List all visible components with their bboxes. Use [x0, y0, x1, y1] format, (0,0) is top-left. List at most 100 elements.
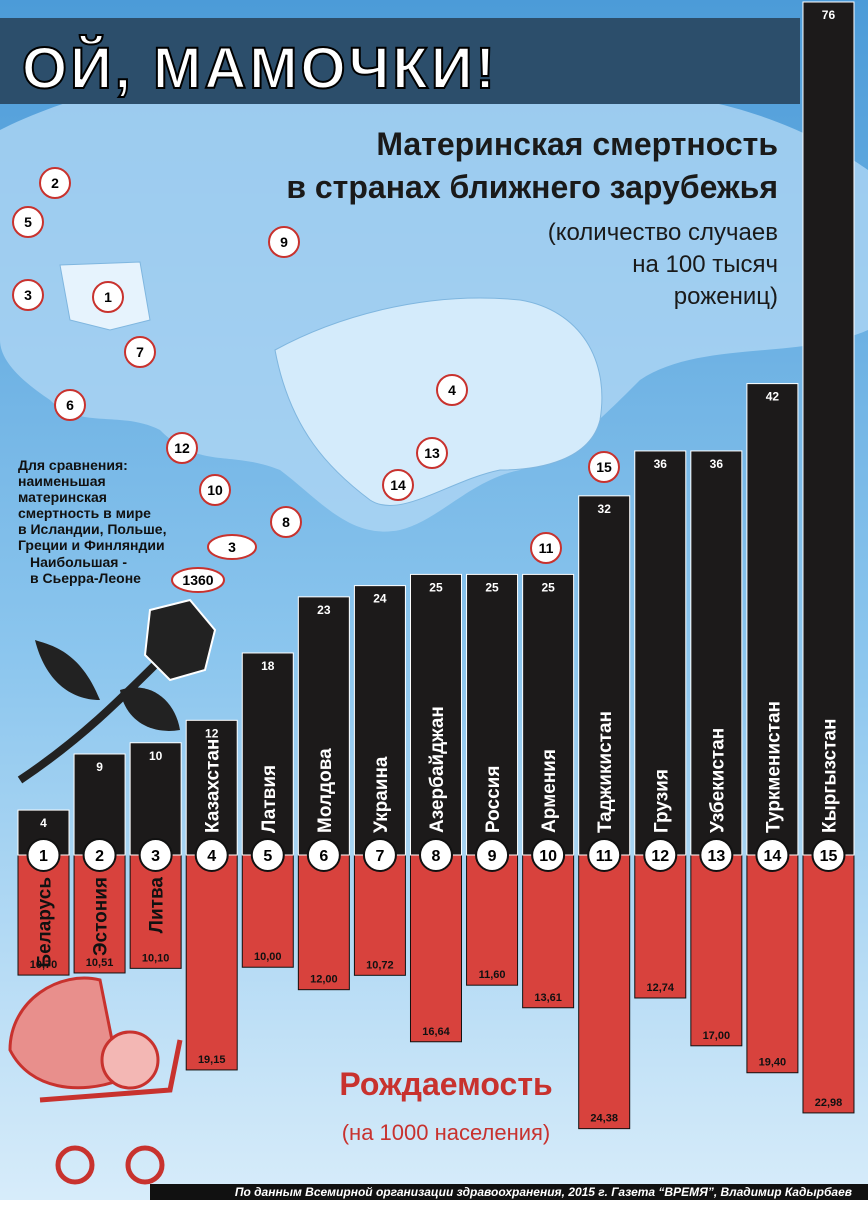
rank-circle — [755, 838, 790, 872]
birth-bar — [241, 854, 294, 968]
x-tick-label: Таджикистан — [595, 711, 616, 833]
source: По данным Всемирной организации здравоох… — [235, 1185, 852, 1199]
x-tick-label: Туркменистан — [763, 701, 784, 833]
map-marker — [436, 374, 468, 406]
mortality-bar — [746, 383, 799, 856]
birth-label: 12,74 — [647, 982, 675, 994]
birth-label: 19,40 — [759, 1057, 787, 1069]
map-marker — [166, 432, 198, 464]
mortality-bar — [409, 573, 462, 856]
x-tick-label: Молдова — [315, 748, 336, 833]
x-tick-label: Беларусь — [35, 877, 56, 968]
rank-label: 14 — [764, 848, 782, 865]
rank-label: 8 — [432, 848, 441, 865]
map-marker — [92, 281, 124, 313]
birth-label: 10,70 — [30, 959, 58, 971]
rank-circle — [699, 838, 734, 872]
birth-bar — [129, 854, 182, 969]
map-marker-label: 15 — [596, 459, 612, 475]
birth-label: 10,51 — [86, 957, 114, 969]
rank-circle — [475, 838, 510, 872]
rank-label: 3 — [151, 848, 160, 865]
birth-bar — [409, 854, 462, 1043]
mortality-bar — [522, 573, 575, 856]
rank-circle — [82, 838, 117, 872]
map-marker — [39, 167, 71, 199]
rank-label: 1 — [39, 848, 48, 865]
map-marker-label: 14 — [390, 477, 406, 493]
x-tick-label: Литва — [147, 877, 168, 934]
mortality-label: 36 — [710, 457, 724, 471]
mortality-label: 25 — [485, 580, 499, 594]
rank-label: 6 — [319, 848, 328, 865]
map-marker-label: 2 — [51, 175, 59, 191]
comparison-text: в Исландии, Польше, — [18, 521, 166, 537]
birth-bar — [185, 854, 238, 1071]
birth-bar — [466, 854, 519, 986]
map-marker — [12, 279, 44, 311]
unit-note: на 100 тысяч — [632, 251, 778, 278]
x-tick-label: Латвия — [259, 765, 280, 833]
mortality-label: 42 — [766, 390, 780, 404]
birth-bar — [802, 854, 855, 1114]
map-marker-label: 12 — [174, 440, 190, 456]
map-marker-label: 5 — [24, 214, 32, 230]
mortality-bar — [634, 450, 687, 856]
rank-circle — [194, 838, 229, 872]
x-tick-label: Казахстан — [203, 739, 224, 833]
mortality-label: 4 — [40, 816, 47, 830]
comparison-text: смертность в мире — [18, 505, 151, 521]
rank-label: 4 — [207, 848, 216, 865]
rank-label: 7 — [375, 848, 384, 865]
map-marker — [270, 506, 302, 538]
rank-label: 10 — [539, 848, 557, 865]
comparison-text: Греции и Финляндии — [18, 537, 165, 553]
x-tick-label: Украина — [371, 756, 392, 833]
mortality-label: 12 — [205, 726, 219, 740]
rank-circle — [138, 838, 173, 872]
x-tick-label: Азербайджан — [427, 706, 448, 833]
comparison-value: 3 — [228, 539, 236, 555]
birth-bar — [522, 854, 575, 1009]
mortality-label: 23 — [317, 603, 331, 617]
x-tick-label: Россия — [483, 766, 504, 833]
birth-bar — [73, 854, 126, 974]
birth-label: 19,15 — [198, 1054, 226, 1066]
mortality-bar — [241, 652, 294, 856]
comparison-text: материнская — [18, 489, 107, 505]
mortality-label: 24 — [373, 592, 387, 606]
comparison-value: 1360 — [182, 572, 213, 588]
title-banner — [0, 18, 800, 104]
birth-label: 10,10 — [142, 952, 170, 964]
map-marker — [199, 474, 231, 506]
rank-label: 11 — [596, 848, 613, 865]
x-tick-label: Эстония — [91, 877, 112, 956]
map-marker — [268, 226, 300, 258]
birth-label: 13,61 — [534, 992, 562, 1004]
map-marker — [54, 389, 86, 421]
mortality-label: 32 — [598, 502, 612, 516]
birth-bar — [578, 854, 631, 1130]
stroller — [8, 976, 183, 1185]
value-bubble — [207, 534, 257, 560]
x-tick-label: Грузия — [651, 769, 672, 833]
birth-label: 24,38 — [590, 1113, 618, 1125]
birth-title: Рождаемость — [339, 1066, 552, 1102]
mortality-label: 10 — [149, 749, 163, 763]
rank-circle — [362, 838, 397, 872]
x-tick-label: Узбекистан — [707, 728, 728, 833]
rank-circle — [587, 838, 622, 872]
rank-circle — [531, 838, 566, 872]
unit-note: (количество случаев — [548, 219, 778, 246]
map-marker-label: 8 — [282, 514, 290, 530]
map-marker-label: 7 — [136, 344, 144, 360]
birth-unit: (на 1000 населения) — [342, 1120, 551, 1145]
mortality-bar — [466, 573, 519, 856]
subtitle-line: Материнская смертность — [376, 126, 778, 162]
map-marker-label: 6 — [66, 397, 74, 413]
birth-label: 17,00 — [703, 1030, 731, 1042]
mortality-label: 36 — [654, 457, 668, 471]
birth-bar — [353, 854, 406, 976]
rank-label: 15 — [820, 848, 838, 865]
